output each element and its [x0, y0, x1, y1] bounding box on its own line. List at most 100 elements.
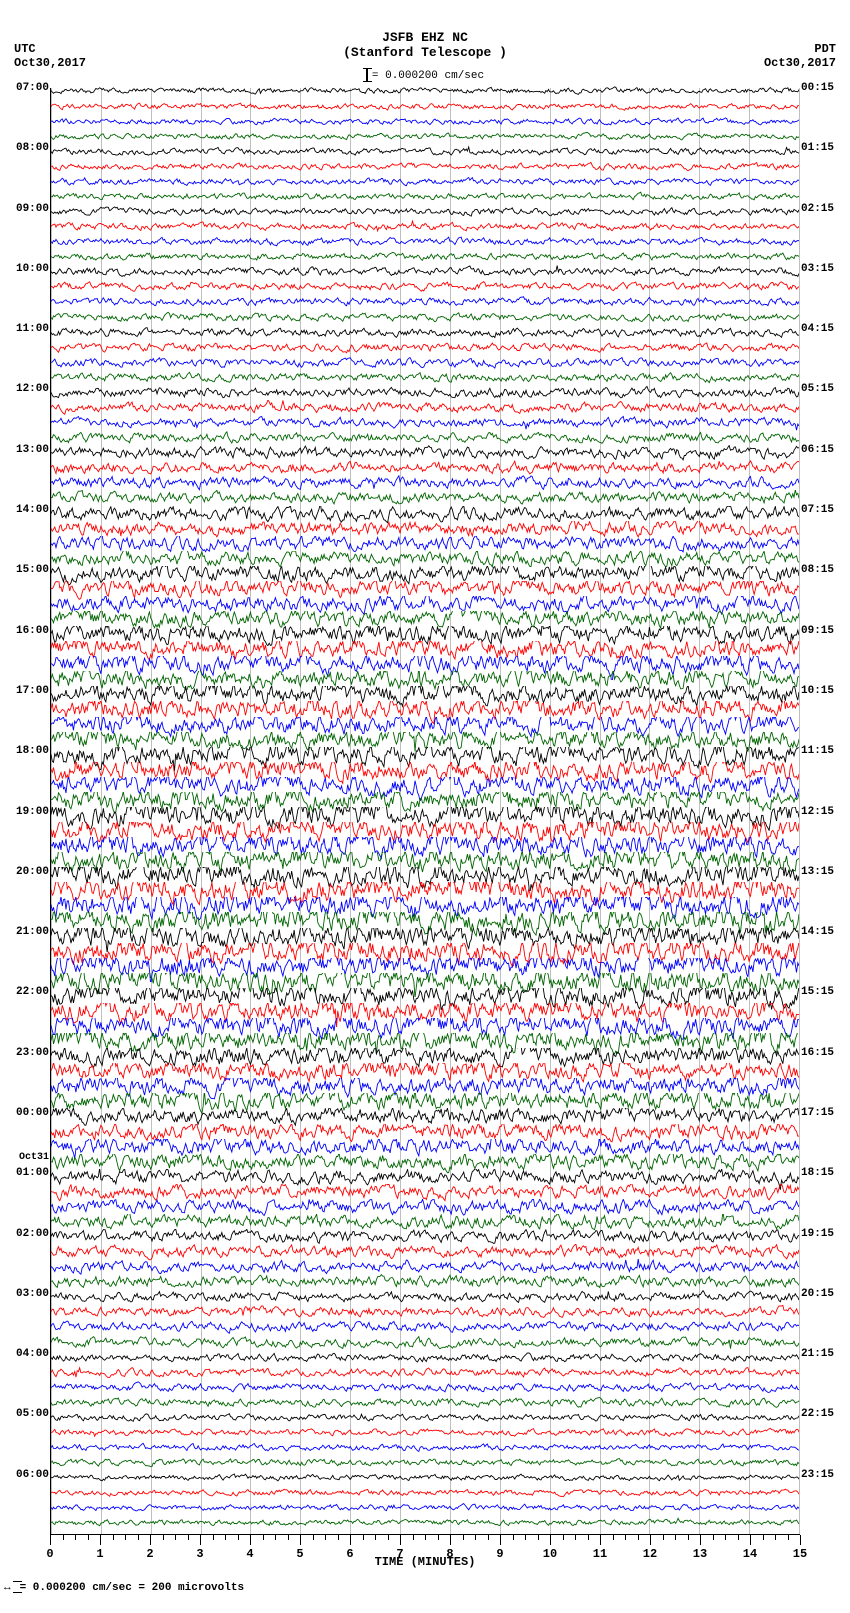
utc-hour-label: 14:00: [16, 504, 51, 516]
xaxis-minor-tick: [475, 1535, 476, 1540]
scale-text: = 0.000200 cm/sec: [372, 70, 484, 82]
scale-indicator: = 0.000200 cm/sec: [0, 68, 850, 82]
utc-hour-label: 15:00: [16, 564, 51, 576]
xaxis-minor-tick: [688, 1535, 689, 1540]
right-tz: PDT: [764, 42, 836, 56]
pdt-hour-label: 15:15: [799, 986, 834, 998]
utc-hour-label: 20:00: [16, 866, 51, 878]
xaxis-minor-tick: [563, 1535, 564, 1540]
utc-hour-label: 02:00: [16, 1228, 51, 1240]
pdt-hour-label: 20:15: [799, 1288, 834, 1300]
xaxis-minor-tick: [263, 1535, 264, 1540]
xaxis-minor-tick: [75, 1535, 76, 1540]
xaxis-minor-tick: [188, 1535, 189, 1540]
xaxis-minor-tick: [213, 1535, 214, 1540]
xaxis-minor-tick: [625, 1535, 626, 1540]
pdt-hour-label: 14:15: [799, 926, 834, 938]
utc-hour-label: 04:00: [16, 1348, 51, 1360]
pdt-hour-label: 05:15: [799, 383, 834, 395]
pdt-hour-label: 08:15: [799, 564, 834, 576]
pdt-hour-label: 18:15: [799, 1167, 834, 1179]
right-date: Oct30,2017: [764, 56, 836, 70]
pdt-hour-label: 19:15: [799, 1228, 834, 1240]
utc-hour-label: 00:00: [16, 1107, 51, 1119]
location-subtitle: (Stanford Telescope ): [0, 45, 850, 60]
xaxis-minor-tick: [575, 1535, 576, 1540]
xaxis-minor-tick: [638, 1535, 639, 1540]
xaxis-minor-tick: [288, 1535, 289, 1540]
xaxis-minor-tick: [413, 1535, 414, 1540]
xaxis-minor-tick: [138, 1535, 139, 1540]
pdt-hour-label: 07:15: [799, 504, 834, 516]
pdt-hour-label: 03:15: [799, 263, 834, 275]
left-tz: UTC: [14, 42, 86, 56]
xaxis-minor-tick: [425, 1535, 426, 1540]
utc-hour-label: 10:00: [16, 263, 51, 275]
utc-hour-label: 09:00: [16, 203, 51, 215]
helicorder-plot: 07:0008:0009:0010:0011:0012:0013:0014:00…: [50, 88, 800, 1563]
utc-hour-label: 23:00: [16, 1047, 51, 1059]
xaxis-minor-tick: [363, 1535, 364, 1540]
pdt-hour-label: 21:15: [799, 1348, 834, 1360]
utc-hour-label: 13:00: [16, 444, 51, 456]
pdt-hour-label: 23:15: [799, 1469, 834, 1481]
utc-hour-label: 21:00: [16, 926, 51, 938]
xaxis-minor-tick: [88, 1535, 89, 1540]
utc-hour-label: 18:00: [16, 745, 51, 757]
xaxis-minor-tick: [788, 1535, 789, 1540]
pdt-hour-label: 13:15: [799, 866, 834, 878]
pdt-hour-label: 01:15: [799, 142, 834, 154]
pdt-hour-label: 11:15: [799, 745, 834, 757]
xaxis-minor-tick: [313, 1535, 314, 1540]
utc-hour-label: 19:00: [16, 806, 51, 818]
xaxis-minor-tick: [225, 1535, 226, 1540]
xaxis-minor-tick: [738, 1535, 739, 1540]
xaxis-minor-tick: [175, 1535, 176, 1540]
xaxis-minor-tick: [538, 1535, 539, 1540]
utc-hour-label: 06:00: [16, 1469, 51, 1481]
utc-hour-label: Oct31: [19, 1152, 51, 1163]
xaxis-minor-tick: [338, 1535, 339, 1540]
station-title: JSFB EHZ NC: [0, 0, 850, 45]
xaxis-minor-tick: [613, 1535, 614, 1540]
pdt-hour-label: 22:15: [799, 1408, 834, 1420]
utc-hour-label: 11:00: [16, 323, 51, 335]
utc-hour-label: 16:00: [16, 625, 51, 637]
utc-hour-label: 22:00: [16, 986, 51, 998]
right-timezone-block: PDT Oct30,2017: [764, 42, 836, 70]
utc-hour-label: 05:00: [16, 1408, 51, 1420]
utc-hour-label: 08:00: [16, 142, 51, 154]
utc-hour-label: 01:00: [16, 1167, 51, 1179]
pdt-hour-label: 06:15: [799, 444, 834, 456]
xaxis-minor-tick: [463, 1535, 464, 1540]
xaxis-minor-tick: [163, 1535, 164, 1540]
xaxis-minor-tick: [488, 1535, 489, 1540]
utc-hour-label: 03:00: [16, 1288, 51, 1300]
pdt-hour-label: 16:15: [799, 1047, 834, 1059]
utc-hour-label: 17:00: [16, 685, 51, 697]
xaxis-minor-tick: [775, 1535, 776, 1540]
xaxis-minor-tick: [525, 1535, 526, 1540]
xaxis-minor-tick: [663, 1535, 664, 1540]
xaxis-minor-tick: [588, 1535, 589, 1540]
xaxis-minor-tick: [238, 1535, 239, 1540]
footer-text: = 0.000200 cm/sec = 200 microvolts: [20, 1582, 244, 1594]
xaxis-title: TIME (MINUTES): [375, 1555, 476, 1569]
pdt-hour-label: 17:15: [799, 1107, 834, 1119]
xaxis-minor-tick: [113, 1535, 114, 1540]
pdt-hour-label: 02:15: [799, 203, 834, 215]
xaxis-minor-tick: [763, 1535, 764, 1540]
pdt-hour-label: 00:15: [799, 82, 834, 94]
xaxis-minor-tick: [63, 1535, 64, 1540]
xaxis-minor-tick: [388, 1535, 389, 1540]
left-timezone-block: UTC Oct30,2017: [14, 42, 86, 70]
xaxis-minor-tick: [325, 1535, 326, 1540]
xaxis-minor-tick: [513, 1535, 514, 1540]
pdt-hour-label: 09:15: [799, 625, 834, 637]
xaxis-minor-tick: [675, 1535, 676, 1540]
xaxis-minor-tick: [125, 1535, 126, 1540]
pdt-hour-label: 04:15: [799, 323, 834, 335]
utc-hour-label: 07:00: [16, 82, 51, 94]
xaxis-minor-tick: [725, 1535, 726, 1540]
xaxis-minor-tick: [438, 1535, 439, 1540]
